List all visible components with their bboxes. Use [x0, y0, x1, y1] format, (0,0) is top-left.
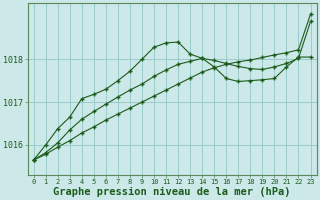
X-axis label: Graphe pression niveau de la mer (hPa): Graphe pression niveau de la mer (hPa) — [53, 186, 291, 197]
